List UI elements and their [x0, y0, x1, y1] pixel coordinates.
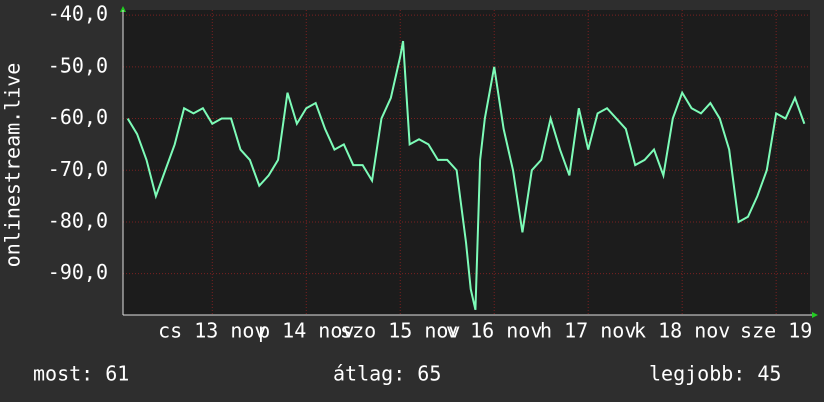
y-axis-label: onlinestream.live: [1, 63, 25, 268]
x-tick-label: szo 15 nov: [340, 319, 460, 343]
x-tick-label: p 14 nov: [258, 319, 354, 343]
axis-arrow: [812, 312, 818, 318]
y-tick-label: -70,0: [48, 157, 108, 181]
x-tick-label: v 16 nov: [446, 319, 542, 343]
stat-label: átlag: 65: [333, 362, 441, 386]
x-tick-label: k 18 nov: [634, 319, 730, 343]
stat-label: legjobb: 45: [649, 362, 781, 386]
y-tick-label: -60,0: [48, 105, 108, 129]
y-tick-label: -40,0: [48, 2, 108, 26]
x-tick-label: sze 19: [740, 319, 812, 343]
x-tick-label: cs 13 nov: [158, 319, 266, 343]
y-tick-label: -50,0: [48, 53, 108, 77]
plot-area: [123, 10, 810, 315]
x-tick-label: h 17 nov: [540, 319, 636, 343]
y-tick-label: -90,0: [48, 260, 108, 284]
stat-label: most: 61: [33, 362, 129, 386]
line: [126, 40, 806, 311]
axis-arrow: [120, 6, 126, 12]
y-tick-label: -80,0: [48, 208, 108, 232]
